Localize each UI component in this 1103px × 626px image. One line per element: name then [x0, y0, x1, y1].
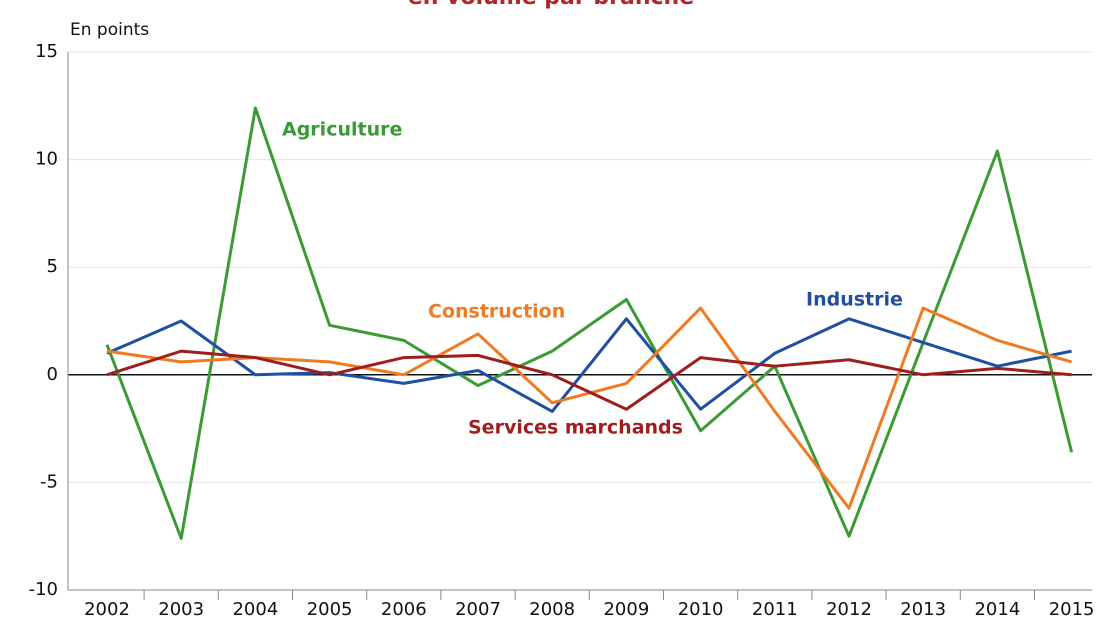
y-axis-label: En points	[70, 20, 149, 40]
x-tick-label: 2015	[1049, 599, 1095, 620]
series-label: Services marchands	[468, 417, 683, 439]
series-line	[106, 349, 1072, 411]
x-tick-label: 2012	[826, 599, 872, 620]
x-tick-label: 2014	[974, 599, 1020, 620]
y-tick-label: -5	[40, 471, 58, 492]
series-label: Construction	[428, 301, 565, 323]
y-tick-label: 5	[47, 256, 58, 277]
y-tick-label: 10	[35, 149, 58, 170]
y-tick-label: -10	[29, 579, 58, 600]
series-line	[105, 106, 1074, 540]
y-tick-label: 0	[47, 364, 58, 385]
x-tick-label: 2006	[381, 599, 427, 620]
series-line	[106, 306, 1073, 510]
series-label: Agriculture	[282, 119, 402, 141]
series-label: Industrie	[806, 289, 903, 311]
x-tick-label: 2007	[455, 599, 501, 620]
x-tick-label: 2008	[529, 599, 575, 620]
x-tick-label: 2002	[84, 599, 130, 620]
x-tick-label: 2010	[678, 599, 724, 620]
chart-title: en volume par branche	[408, 0, 694, 10]
x-tick-label: 2004	[232, 599, 278, 620]
x-tick-label: 2013	[900, 599, 946, 620]
x-tick-label: 2009	[603, 599, 649, 620]
x-tick-label: 2005	[307, 599, 353, 620]
y-tick-label: 15	[35, 41, 58, 62]
x-tick-label: 2011	[752, 599, 798, 620]
x-tick-label: 2003	[158, 599, 204, 620]
